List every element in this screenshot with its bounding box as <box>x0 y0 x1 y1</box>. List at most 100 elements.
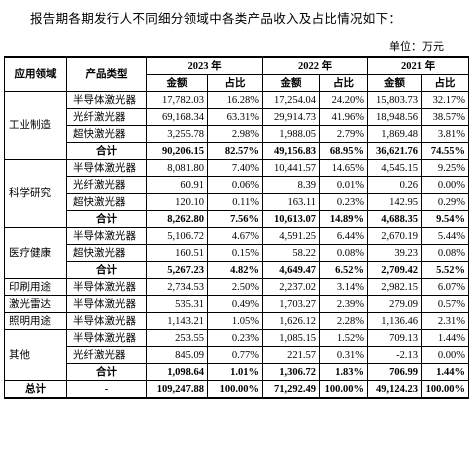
value-cell: 1,306.72 <box>262 363 320 381</box>
value-cell: 100.00% <box>207 380 263 399</box>
value-cell: 38.57% <box>421 108 469 126</box>
product-cell: 光纤激光器 <box>66 108 147 126</box>
value-cell: 18,948.56 <box>367 108 422 126</box>
value-cell: 68.95% <box>319 142 368 160</box>
value-cell: 2,237.02 <box>262 278 320 296</box>
value-cell: 4,649.47 <box>262 261 320 279</box>
value-cell: 0.00% <box>421 346 469 364</box>
value-cell: - <box>66 380 147 399</box>
data-row: 超快激光器 3,255.78 2.98% 1,988.05 2.79% 1,869.48 3… <box>5 125 469 143</box>
header-row: 应用领域 产品类型 2023 年 2022 年 2021 年 <box>4 56 469 92</box>
subtotal-label: 合计 <box>66 210 147 228</box>
value-cell: 16.28% <box>207 91 263 109</box>
value-cell: 1,626.12 <box>262 312 320 330</box>
value-cell: 9.54% <box>421 210 469 228</box>
domain-cell: 科学研究 <box>4 159 67 228</box>
subtotal-row: 合计 90,206.15 82.57% 49,156.83 68.95% 36,621.7… <box>5 142 469 160</box>
data-row: 超快激光器 120.10 0.11% 163.11 0.23% 142.95 0.29% <box>5 193 469 211</box>
data-row: 其他 半导体激光器 253.55 0.23% 1,085.15 1.52% 709.13 1.… <box>4 329 469 381</box>
value-cell: 0.00% <box>421 176 469 194</box>
value-cell: 0.08% <box>421 244 469 262</box>
data-row: 印刷用途 半导体激光器 2,734.53 2.50% 2,237.02 3.14% 2,98… <box>4 278 469 296</box>
data-row: 医疗健康 半导体激光器 5,106.72 4.67% 4,591.25 6.44% 2,67… <box>4 227 469 279</box>
subtotal-row: 合计 1,098.64 1.01% 1,306.72 1.83% 706.99 1.44% <box>5 363 469 381</box>
value-cell: 0.11% <box>207 193 263 211</box>
value-cell: 5,267.23 <box>146 261 208 279</box>
value-cell: 29,914.73 <box>262 108 320 126</box>
product-cell: 超快激光器 <box>66 193 147 211</box>
value-cell: 2.50% <box>207 278 263 296</box>
product-cell: 半导体激光器 <box>66 278 147 296</box>
value-cell: 109,247.88 <box>146 380 208 399</box>
value-cell: 2,709.42 <box>367 261 422 279</box>
product-cell: 半导体激光器 <box>66 312 147 330</box>
value-cell: 1,143.21 <box>146 312 208 330</box>
value-cell: 74.55% <box>421 142 469 160</box>
data-row: 光纤激光器 845.09 0.77% 221.57 0.31% -2.13 0.00% <box>5 346 469 364</box>
value-cell: 142.95 <box>367 193 422 211</box>
product-cell: 半导体激光器 <box>66 91 147 109</box>
value-cell: 1,085.15 <box>262 329 320 347</box>
value-cell: 160.51 <box>146 244 208 262</box>
value-cell: 24.20% <box>319 91 368 109</box>
value-cell: 60.91 <box>146 176 208 194</box>
data-row: 科学研究 半导体激光器 8,081.80 7.40% 10,441.57 14.65% 4,… <box>4 159 469 228</box>
value-cell: 253.55 <box>146 329 208 347</box>
product-cell: 光纤激光器 <box>66 176 147 194</box>
value-cell: -2.13 <box>367 346 422 364</box>
value-cell: 9.25% <box>421 159 469 177</box>
value-cell: 3.81% <box>421 125 469 143</box>
total-row: 总计 -109,247.88 100.00% 71,292.49 100.00% 49,1… <box>4 380 469 399</box>
value-cell: 0.23% <box>207 329 263 347</box>
value-cell: 17,782.03 <box>146 91 208 109</box>
value-cell: 15,803.73 <box>367 91 422 109</box>
value-cell: 706.99 <box>367 363 422 381</box>
value-cell: 0.15% <box>207 244 263 262</box>
revenue-table: 应用领域 产品类型 2023 年 2022 年 2021 年 金额 占比 金额 … <box>4 56 469 399</box>
value-cell: 535.31 <box>146 295 208 313</box>
value-cell: 49,156.83 <box>262 142 320 160</box>
value-cell: 10,441.57 <box>262 159 320 177</box>
value-cell: 0.26 <box>367 176 422 194</box>
header-cell: 金额 <box>367 74 422 92</box>
value-cell: 0.57% <box>421 295 469 313</box>
header-cell: 金额 <box>146 74 208 92</box>
value-cell: 2,734.53 <box>146 278 208 296</box>
value-cell: 39.23 <box>367 244 422 262</box>
value-cell: 1,869.48 <box>367 125 422 143</box>
value-cell: 2,982.15 <box>367 278 422 296</box>
value-cell: 0.01% <box>319 176 368 194</box>
value-cell: 279.09 <box>367 295 422 313</box>
value-cell: 17,254.04 <box>262 91 320 109</box>
product-cell: 半导体激光器 <box>66 159 147 177</box>
value-cell: 5,106.72 <box>146 227 208 245</box>
value-cell: 4.67% <box>207 227 263 245</box>
value-cell: 3,255.78 <box>146 125 208 143</box>
value-cell: 1.05% <box>207 312 263 330</box>
value-cell: 120.10 <box>146 193 208 211</box>
total-label: 总计 <box>4 380 67 399</box>
value-cell: 100.00% <box>319 380 368 399</box>
value-cell: 8.39 <box>262 176 320 194</box>
subtotal-row: 合计 8,262.80 7.56% 10,613.07 14.89% 4,688.35 9.… <box>5 210 469 228</box>
domain-cell: 工业制造 <box>4 91 67 160</box>
value-cell: 10,613.07 <box>262 210 320 228</box>
subtotal-label: 合计 <box>66 142 147 160</box>
data-row: 光纤激光器 69,168.34 63.31% 29,914.73 41.96% 18,94… <box>5 108 469 126</box>
value-cell: 4.82% <box>207 261 263 279</box>
value-cell: 58.22 <box>262 244 320 262</box>
data-row: 工业制造 半导体激光器 17,782.03 16.28% 17,254.04 24.20%… <box>4 91 469 160</box>
value-cell: 2,670.19 <box>367 227 422 245</box>
product-cell: 光纤激光器 <box>66 346 147 364</box>
value-cell: 4,591.25 <box>262 227 320 245</box>
header-cell: 产品类型 <box>66 56 147 92</box>
header-cell: 金额 <box>262 74 320 92</box>
value-cell: 0.06% <box>207 176 263 194</box>
domain-cell: 照明用途 <box>4 312 67 330</box>
data-row: 光纤激光器 60.91 0.06% 8.39 0.01% 0.26 0.00% <box>5 176 469 194</box>
value-cell: 63.31% <box>207 108 263 126</box>
value-cell: 163.11 <box>262 193 320 211</box>
value-cell: 3.14% <box>319 278 368 296</box>
value-cell: 221.57 <box>262 346 320 364</box>
value-cell: 6.52% <box>319 261 368 279</box>
